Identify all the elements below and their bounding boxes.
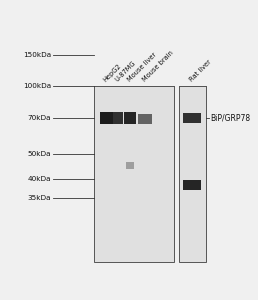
Bar: [100, 112, 113, 124]
Bar: [114, 112, 123, 124]
Text: Mouse brain: Mouse brain: [141, 50, 174, 83]
Text: 40kDa: 40kDa: [28, 176, 51, 182]
Text: HepG2: HepG2: [102, 63, 122, 83]
Bar: [183, 180, 201, 190]
Text: 150kDa: 150kDa: [23, 52, 51, 58]
Text: U-87MG: U-87MG: [114, 60, 137, 83]
Bar: [126, 162, 134, 169]
Bar: [138, 114, 152, 124]
Bar: [179, 86, 206, 262]
Text: 70kDa: 70kDa: [28, 115, 51, 121]
Bar: [94, 86, 174, 262]
Bar: [124, 112, 136, 124]
Text: 50kDa: 50kDa: [28, 151, 51, 157]
Text: 35kDa: 35kDa: [28, 195, 51, 201]
Bar: [183, 113, 201, 123]
Text: Mouse liver: Mouse liver: [126, 52, 157, 83]
Text: BiP/GRP78: BiP/GRP78: [210, 113, 250, 122]
Text: 100kDa: 100kDa: [23, 83, 51, 89]
Text: Rat liver: Rat liver: [188, 59, 212, 83]
